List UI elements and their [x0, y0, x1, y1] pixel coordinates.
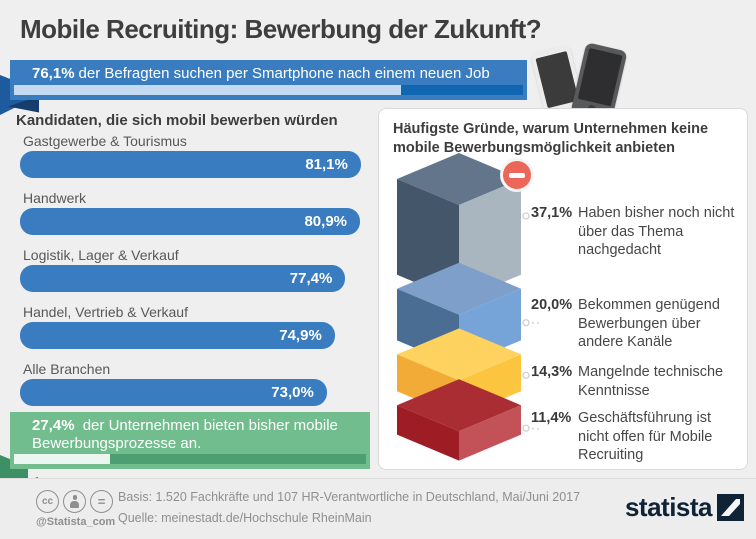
bar-row: Handel, Vertrieb & Verkauf 74,9% — [20, 304, 376, 349]
bar-label: Handel, Vertrieb & Verkauf — [23, 304, 188, 320]
bar-label: Handwerk — [23, 190, 87, 206]
cc-license-icons: cc = — [36, 490, 113, 513]
reason-text: Mangelnde technische Kenntnisse — [578, 364, 724, 399]
bar-label: Alle Branchen — [23, 361, 111, 377]
bar: 77,4% — [20, 265, 346, 292]
bar-label: Logistik, Lager & Verkauf — [23, 247, 179, 263]
reason-item: 20,0% Bekommen genügend Bewerbungen über… — [531, 296, 743, 352]
reason-text: Haben bisher noch nicht über das Thema n… — [578, 205, 735, 259]
reason-item: 14,3% Mangelnde technische Kenntnisse — [531, 363, 743, 400]
reason-item: 11,4% Geschäftsführung ist nicht offen f… — [531, 409, 743, 465]
person-glyph — [69, 495, 80, 508]
bar-row: Alle Branchen 73,0% — [20, 361, 376, 406]
bottom-kpi-percent: 27,4% — [32, 417, 75, 434]
bar: 81,1% — [20, 151, 361, 178]
minus-bar — [509, 172, 525, 178]
statista-logo: statista — [625, 492, 744, 523]
bottom-kpi-progress-fill — [14, 454, 111, 464]
cube-stack-chart — [397, 153, 540, 461]
bottom-kpi-label: der Unternehmen bieten bisher mobile Bew… — [32, 417, 338, 453]
reason-text: Geschäftsführung ist nicht offen für Mob… — [578, 410, 713, 464]
reason-percent: 14,3% — [531, 364, 573, 380]
bottom-kpi-progressbar — [14, 454, 366, 464]
bar-row: Logistik, Lager & Verkauf 77,4% — [20, 247, 376, 292]
minus-icon — [500, 158, 534, 192]
page-title: Mobile Recruiting: Bewerbung der Zukunft… — [20, 14, 542, 44]
top-kpi-progress-fill — [14, 85, 402, 95]
bottom-kpi-text: 27,4% der Unternehmen bieten bisher mobi… — [10, 412, 370, 454]
reason-percent: 20,0% — [531, 297, 573, 313]
attribution-person-icon — [63, 490, 86, 513]
bar-label: Gastgewerbe & Tourismus — [23, 133, 187, 149]
bottom-kpi-banner: 27,4% der Unternehmen bieten bisher mobi… — [10, 412, 370, 469]
reason-item: 37,1% Haben bisher noch nicht über das T… — [531, 204, 743, 260]
phone-screen — [577, 47, 623, 107]
footer-basis-text: Basis: 1.520 Fachkräfte und 107 HR-Veran… — [118, 490, 581, 504]
statista-logo-mark — [717, 494, 744, 521]
reason-percent: 37,1% — [531, 205, 573, 221]
cc-icon: cc — [36, 490, 59, 513]
bar: 80,9% — [20, 208, 361, 235]
reasons-card: Häufigste Gründe, warum Unternehmen kein… — [378, 108, 748, 470]
top-kpi-banner: 76,1% der Befragten suchen per Smartphone… — [10, 60, 527, 100]
bar: 73,0% — [20, 379, 327, 406]
top-kpi-progressbar — [14, 85, 523, 95]
reason-percent: 11,4% — [531, 410, 572, 426]
footer-source-text: Quelle: meinestadt.de/Hochschule RheinMa… — [118, 511, 372, 525]
reason-text: Bekommen genügend Bewerbungen über ander… — [578, 297, 720, 351]
statista-logo-text: statista — [624, 492, 713, 522]
top-kpi-text: 76,1% der Befragten suchen per Smartphone… — [10, 60, 527, 82]
statista-handle: @Statista_com — [36, 516, 116, 528]
top-kpi-percent: 76,1% — [32, 65, 75, 82]
reasons-card-title: Häufigste Gründe, warum Unternehmen kein… — [393, 121, 709, 156]
left-chart-title: Kandidaten, die sich mobil bewerben würd… — [16, 112, 338, 129]
bar-row: Gastgewerbe & Tourismus 81,1% — [20, 133, 376, 178]
top-kpi-label: der Befragten suchen per Smartphone nach… — [78, 65, 490, 82]
bar-row: Handwerk 80,9% — [20, 190, 376, 235]
bar: 74,9% — [20, 322, 335, 349]
equal-icon: = — [90, 490, 113, 513]
footer: cc = @Statista_com Basis: 1.520 Fachkräf… — [0, 478, 756, 539]
